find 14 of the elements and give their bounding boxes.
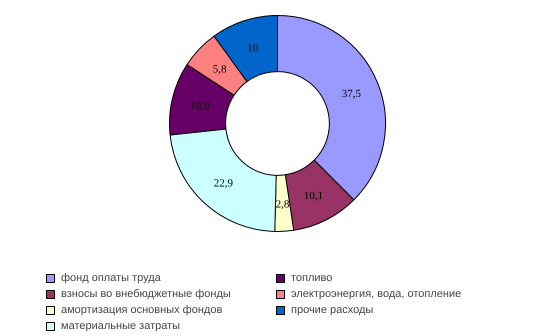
legend-label: электроэнергия, вода, отопление <box>291 288 462 300</box>
data-label: 5,8 <box>212 63 227 76</box>
data-label: 37,5 <box>342 88 362 100</box>
legend-label: взносы во внебюджетные фонды <box>61 288 232 300</box>
legend-label: прочие расходы <box>291 304 374 316</box>
legend-label: фонд оплаты труда <box>61 272 162 284</box>
legend-label: амортизация основных фондов <box>61 304 224 316</box>
legend-label: топливо <box>291 272 334 284</box>
data-label: 22,9 <box>214 177 234 190</box>
legend-label: материальные затраты <box>61 320 182 332</box>
data-label: 2,8 <box>276 198 290 210</box>
data-label: 10 <box>247 42 259 54</box>
data-label: 10,9 <box>190 100 210 112</box>
data-label: 10,1 <box>304 190 324 202</box>
